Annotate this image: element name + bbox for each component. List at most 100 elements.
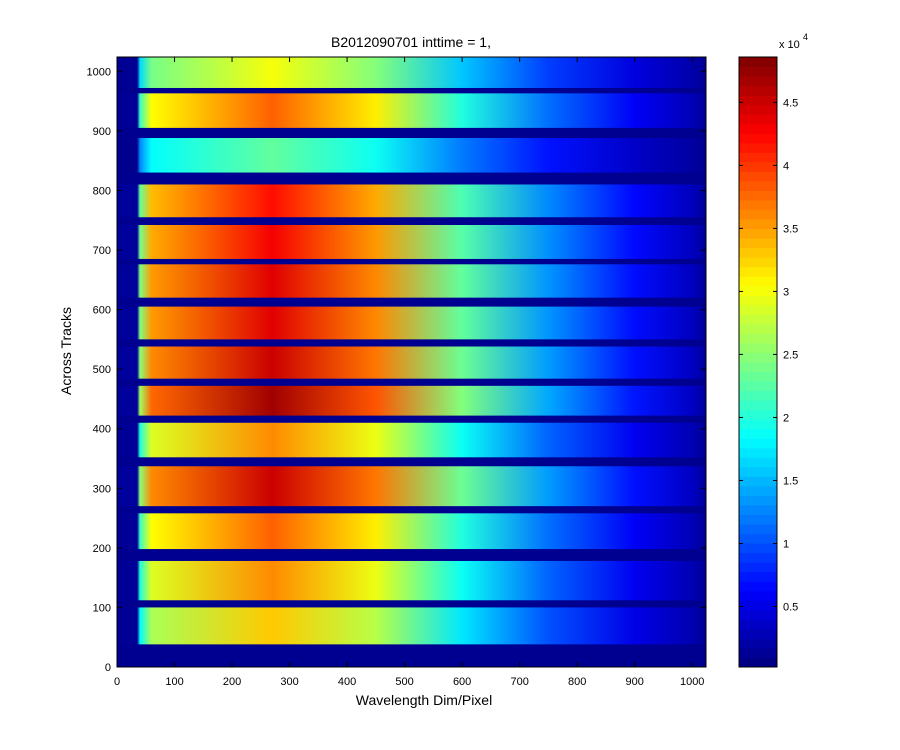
colorbar-cell [739,228,777,239]
y-tick-label: 200 [93,543,111,555]
y-tick-label: 700 [93,245,111,257]
colorbar-cell [739,266,777,277]
x-tick-label: 900 [625,676,643,688]
colorbar-cell [739,238,777,249]
heatmap-band [117,607,706,645]
colorbar-tick-label: 3.5 [783,223,798,235]
heatmap-band [117,513,706,550]
x-tick-label: 100 [165,676,183,688]
colorbar-cell [739,66,777,77]
y-tick-label: 500 [93,364,111,376]
y-tick-label: 300 [93,483,111,495]
colorbar-cell [739,295,777,306]
colorbar-cell [739,533,777,544]
heatmap-band [117,57,706,88]
y-axis: 0 100 200 300 400 500 600 700 800 900 1000 [87,66,706,674]
colorbar-cell [739,133,777,144]
colorbar-cell [739,371,777,382]
colorbar-tick-label: 4.5 [783,97,798,109]
colorbar-cell [739,199,777,210]
colorbar-cell [739,552,777,563]
colorbar-cell [739,609,777,620]
colorbar-cell [739,323,777,334]
heatmap-band [117,306,706,340]
x-tick-label: 700 [510,676,528,688]
colorbar-cell [739,362,777,373]
colorbar-cell [739,504,777,515]
colorbar-frame [738,56,778,668]
colorbar-cell [739,628,777,639]
plot-frame [116,56,707,668]
colorbar-cell [739,514,777,525]
colorbar-cell [739,495,777,506]
x-tick-label: 0 [114,676,120,688]
colorbar-cell [739,466,777,477]
heatmap-band [117,346,706,379]
colorbar-cell [739,85,777,96]
colorbar-cell [739,524,777,535]
y-tick-label: 100 [93,602,111,614]
y-tick-label: 900 [93,126,111,138]
heatmap-band [117,184,706,218]
colorbar-cell [739,123,777,134]
colorbar-cell [739,581,777,592]
x-tick-label: 500 [395,676,413,688]
colorbar-cell [739,571,777,582]
colorbar-tick-label: 2.5 [783,349,798,361]
colorbar-cell [739,381,777,392]
colorbar-cell [739,171,777,182]
heatmap-band [117,224,706,259]
heatmap-band [117,264,706,298]
heatmap-band [117,422,706,458]
x-tick-label: 800 [568,676,586,688]
colorbar-cell [739,619,777,630]
colorbar-cell [739,304,777,315]
colorbar-cell [739,190,777,201]
y-tick-label: 400 [93,424,111,436]
colorbar-cell [739,438,777,449]
colorbar-cell [739,428,777,439]
colorbar-exponent: 4 [803,32,808,42]
colorbar-tick-label: 4 [783,160,789,172]
colorbar-tick-label: 3 [783,286,789,298]
x-tick-label: 1000 [680,676,704,688]
colorbar-cell [739,104,777,115]
heatmap-layer [117,57,706,667]
y-tick-label: 0 [105,662,111,674]
colorbar-cell [739,180,777,191]
colorbar-cell [739,400,777,411]
colorbar-cell [739,114,777,125]
colorbar-cell [739,390,777,401]
colorbar-tick-label: 2 [783,412,789,424]
heatmap-band [117,560,706,601]
x-axis: 0 100 200 300 400 500 600 700 800 900 1000 [114,57,704,688]
colorbar-cell [739,142,777,153]
y-tick-label: 600 [93,305,111,317]
colorbar-cell [739,600,777,611]
colorbar-exponent-base: x 10 [779,39,800,51]
heatmap-band [117,138,706,173]
colorbar-cell [739,257,777,268]
colorbar-cell [739,638,777,649]
colorbar-cell [739,247,777,258]
colorbar-cell [739,95,777,106]
x-tick-label: 200 [223,676,241,688]
colorbar-cell [739,447,777,458]
colorbar-cell [739,57,777,68]
colorbar-cell [739,419,777,430]
y-tick-label: 800 [93,185,111,197]
colorbar-cell [739,409,777,420]
colorbar-cell [739,485,777,496]
colorbar-cell [739,219,777,230]
colorbar-cell [739,314,777,325]
colorbar-cell [739,333,777,344]
colorbar-cell [739,590,777,601]
colorbar-cell [739,562,777,573]
colorbar-tick-label: 0.5 [783,602,798,614]
chart-title: B2012090701 inttime = 1, [331,34,491,50]
colorbar-tick-label: 1 [783,538,789,550]
colorbar-axis: 0.5 1 1.5 2 2.5 3 3.5 4 4.5 [739,97,798,614]
colorbar-cell [739,543,777,554]
x-tick-label: 300 [280,676,298,688]
